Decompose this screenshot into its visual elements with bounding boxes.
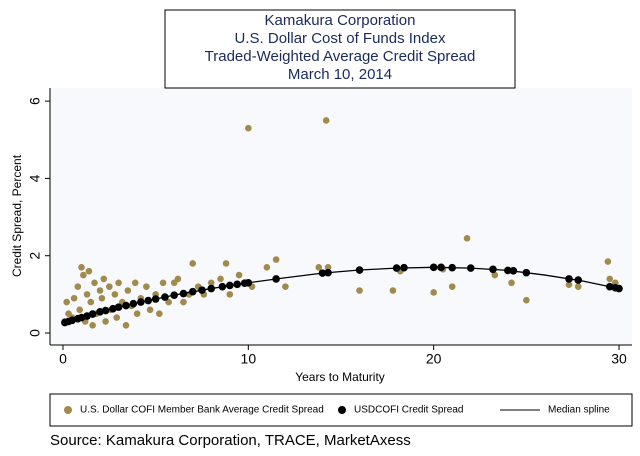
- y-tick-label: 6: [27, 97, 43, 105]
- y-tick-label: 4: [27, 174, 43, 182]
- point: [76, 306, 83, 314]
- legend-label: USDCOFI Credit Spread: [354, 405, 463, 416]
- source: Source: Kamakura Corporation, TRACE, Mar…: [50, 432, 411, 449]
- point: [124, 287, 132, 294]
- point: [574, 283, 582, 290]
- point: [523, 296, 530, 304]
- x-tick-label: 0: [59, 351, 67, 367]
- point: [463, 235, 471, 242]
- legend-label: Median spline: [548, 405, 610, 416]
- point: [74, 283, 82, 290]
- point: [263, 264, 271, 271]
- point: [98, 294, 106, 302]
- chart-title: Traded-Weighted Average Credit Spread: [205, 48, 476, 65]
- y-axis-label: Credit Spread, Percent: [10, 154, 24, 277]
- chart-title: Kamakura Corporation: [265, 12, 416, 29]
- point: [131, 279, 139, 287]
- point: [91, 279, 98, 287]
- point: [115, 279, 122, 287]
- x-tick-label: 10: [241, 351, 257, 367]
- chart-title: U.S. Dollar Cost of Funds Index: [235, 30, 446, 47]
- point: [508, 279, 515, 287]
- point: [565, 281, 573, 289]
- point: [113, 314, 121, 321]
- plot-area: [50, 88, 632, 345]
- point: [491, 271, 499, 279]
- legend-marker: [338, 406, 346, 414]
- point: [315, 264, 323, 271]
- x-tick-label: 30: [611, 351, 627, 367]
- point: [80, 271, 87, 279]
- point: [133, 310, 141, 317]
- point: [146, 306, 154, 314]
- point: [100, 275, 108, 283]
- point: [106, 283, 113, 290]
- point: [448, 283, 456, 290]
- point: [356, 287, 363, 294]
- point: [143, 283, 150, 290]
- point: [89, 321, 96, 329]
- chart-title: March 10, 2014: [288, 66, 392, 83]
- legend-label: U.S. Dollar COFI Member Bank Average Cre…: [80, 405, 324, 416]
- point: [83, 291, 91, 298]
- title-box: [164, 9, 516, 89]
- point: [96, 287, 104, 294]
- point: [85, 267, 93, 275]
- point: [606, 275, 614, 283]
- point: [222, 260, 230, 267]
- point: [165, 298, 172, 306]
- point: [70, 294, 78, 302]
- point: [324, 264, 332, 271]
- point: [111, 291, 119, 298]
- point: [207, 279, 215, 287]
- point: [322, 117, 330, 124]
- point: [226, 291, 234, 298]
- point: [122, 321, 130, 329]
- point: [604, 258, 612, 265]
- spline: [62, 266, 620, 324]
- point: [78, 264, 85, 271]
- point: [430, 289, 437, 296]
- legend-marker: [64, 406, 72, 414]
- point: [102, 318, 109, 325]
- x-axis-label: Years to Maturity: [295, 370, 385, 384]
- point: [272, 256, 280, 263]
- point: [389, 287, 397, 294]
- x-tick-label: 20: [426, 351, 442, 367]
- point: [156, 310, 163, 317]
- y-tick-label: 2: [27, 252, 43, 260]
- y-tick-label: 0: [27, 329, 43, 337]
- point: [159, 279, 167, 287]
- point: [174, 275, 182, 283]
- point: [180, 298, 187, 306]
- point: [282, 283, 289, 290]
- point: [63, 298, 70, 306]
- point: [189, 260, 197, 267]
- point: [245, 124, 252, 132]
- point: [235, 271, 243, 279]
- point: [217, 275, 224, 283]
- point: [87, 298, 95, 306]
